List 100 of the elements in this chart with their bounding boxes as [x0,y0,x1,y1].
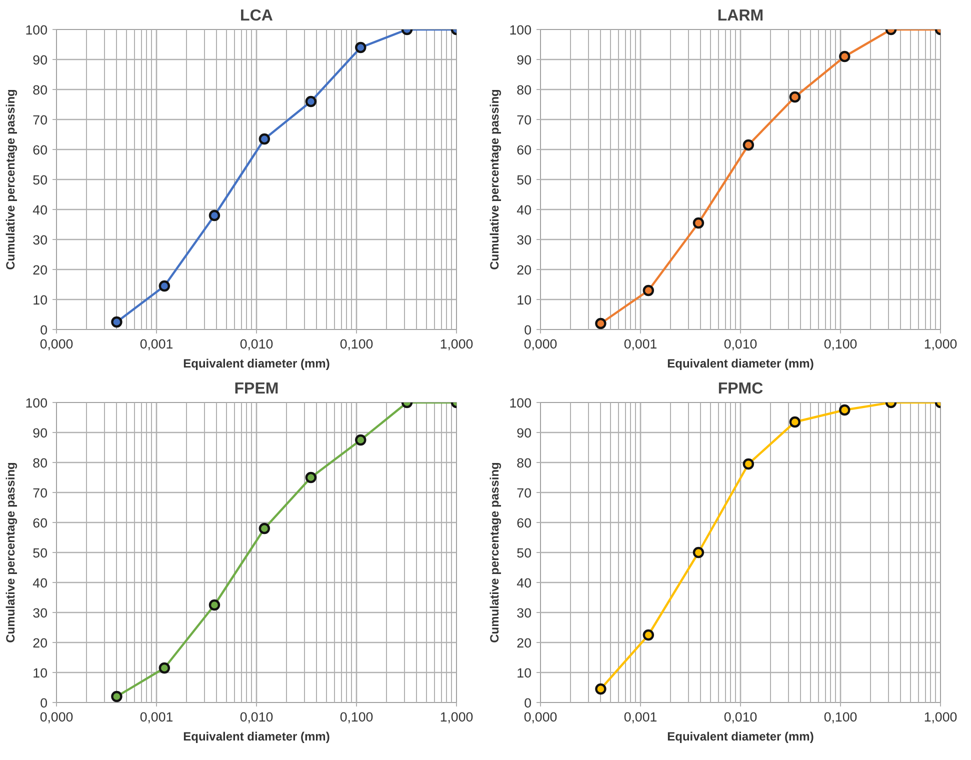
x-tick-label: 0,010 [240,336,274,352]
point [158,662,170,674]
y-tick-label: 90 [516,52,532,68]
chart-title: LARM [717,8,764,24]
x-tick-label: 1,000 [440,336,474,352]
point [692,546,704,558]
point [355,434,366,446]
y-tick-label: 80 [32,456,48,470]
x-tick-label: 0,000 [524,710,558,724]
x-tick-label: 1,000 [924,336,958,352]
x-tick-label: 0,001 [624,710,658,724]
y-tick-label: 40 [32,202,48,218]
point [355,42,366,54]
y-tick-label: 10 [516,292,532,308]
y-axis-title: Cumulative percentage passing [487,462,502,643]
point [789,416,801,428]
y-tick-label: 100 [25,22,48,38]
y-tick-label: 0 [524,322,532,338]
x-tick-label: 0,010 [240,710,274,724]
point [595,683,606,695]
x-tick-label: 0,010 [724,336,758,352]
y-tick-label: 50 [32,546,48,560]
point [642,629,654,641]
point [789,91,801,103]
x-tick-label: 1,000 [924,710,958,724]
x-tick-label: 0,100 [340,710,374,724]
y-tick-label: 70 [516,486,532,500]
x-tick-label: 0,100 [824,336,858,352]
point [742,458,754,470]
point [742,139,754,151]
y-tick-label: 70 [32,486,48,500]
point [258,133,270,145]
point [595,318,606,330]
point [305,96,317,108]
y-tick-label: 0 [40,696,48,710]
y-tick-label: 30 [32,232,48,248]
y-tick-label: 60 [32,142,48,158]
y-tick-label: 70 [516,112,532,128]
y-tick-label: 90 [32,52,48,68]
y-tick-label: 60 [516,516,532,530]
point [111,690,122,702]
y-tick-label: 80 [516,82,532,98]
y-axis-title: Cumulative percentage passing [3,462,18,643]
y-tick-label: 30 [516,606,532,620]
y-tick-label: 30 [516,232,532,248]
x-axis-title: Equivalent diameter (mm) [183,356,330,370]
y-tick-label: 20 [32,636,48,650]
y-tick-label: 40 [32,576,48,590]
y-tick-label: 10 [32,666,48,680]
y-tick-label: 20 [516,262,532,278]
y-tick-label: 90 [32,426,48,440]
chart-title: LCA [240,8,274,24]
y-tick-label: 50 [516,172,532,188]
y-tick-label: 10 [516,666,532,680]
point [642,284,654,296]
x-axis-title: Equivalent diameter (mm) [667,356,814,370]
x-tick-label: 0,001 [140,336,174,352]
point [839,50,850,62]
y-tick-label: 60 [32,516,48,530]
x-axis-title: Equivalent diameter (mm) [183,730,330,744]
x-tick-label: 0,001 [140,710,174,724]
x-tick-label: 0,000 [524,336,558,352]
point [839,404,850,416]
y-tick-label: 80 [516,456,532,470]
y-tick-label: 100 [25,396,48,410]
x-tick-label: 0,000 [40,336,74,352]
y-tick-label: 100 [509,22,532,38]
x-tick-label: 0,001 [624,336,658,352]
y-tick-label: 50 [516,546,532,560]
point [208,599,220,611]
y-tick-label: 20 [516,636,532,650]
x-tick-label: 0,010 [724,710,758,724]
y-tick-label: 40 [516,202,532,218]
y-tick-label: 90 [516,426,532,440]
y-tick-label: 100 [509,396,532,410]
point [692,217,704,229]
chart-title: FPEM [234,380,279,398]
y-axis-title: Cumulative percentage passing [3,89,18,270]
y-tick-label: 60 [516,142,532,158]
y-tick-label: 40 [516,576,532,590]
point [158,280,170,292]
y-tick-label: 0 [40,322,48,338]
x-tick-label: 1,000 [440,710,474,724]
point [305,472,317,484]
y-axis-title: Cumulative percentage passing [487,89,502,270]
y-tick-label: 0 [524,696,532,710]
point [111,316,122,328]
point [208,210,220,222]
y-tick-label: 70 [32,112,48,128]
y-tick-label: 30 [32,606,48,620]
x-axis-title: Equivalent diameter (mm) [667,730,814,744]
x-tick-label: 0,100 [824,710,858,724]
y-tick-label: 20 [32,262,48,278]
y-tick-label: 10 [32,292,48,308]
y-tick-label: 80 [32,82,48,98]
x-tick-label: 0,000 [40,710,74,724]
chart-title: FPMC [718,380,764,398]
point [258,522,270,534]
y-tick-label: 50 [32,172,48,188]
x-tick-label: 0,100 [340,336,374,352]
